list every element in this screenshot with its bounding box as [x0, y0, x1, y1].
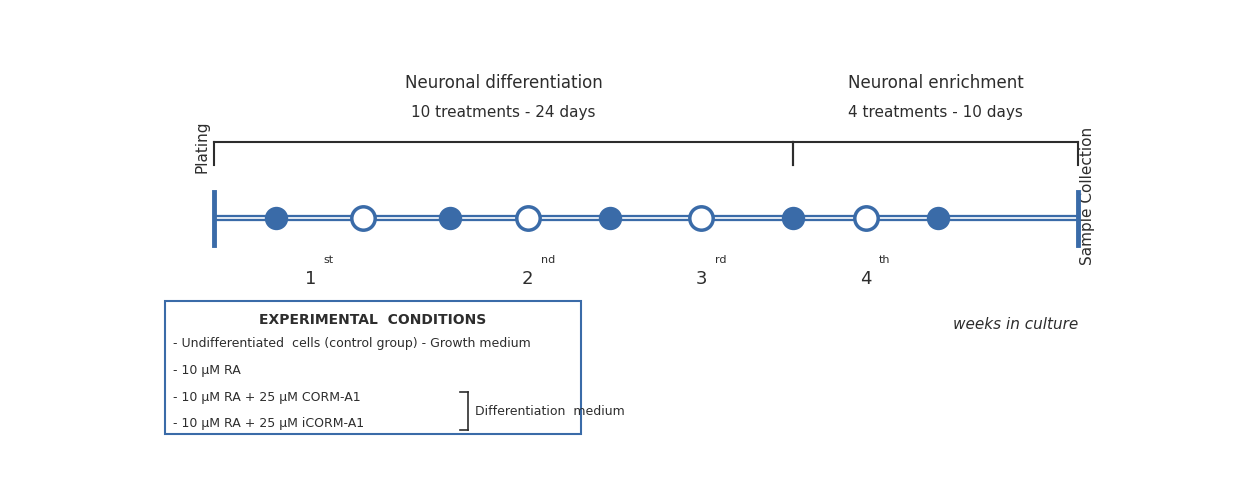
- Text: Differentiation  medium: Differentiation medium: [476, 405, 625, 418]
- Text: - Undifferentiated  cells (control group) - Growth medium: - Undifferentiated cells (control group)…: [173, 338, 531, 350]
- Point: [692, 214, 711, 222]
- Text: - 10 μM RA: - 10 μM RA: [173, 364, 240, 377]
- Point: [599, 214, 619, 222]
- Text: EXPERIMENTAL  CONDITIONS: EXPERIMENTAL CONDITIONS: [259, 313, 487, 327]
- Point: [354, 214, 374, 222]
- Text: rd: rd: [715, 255, 726, 265]
- Text: 4: 4: [860, 270, 871, 288]
- Text: nd: nd: [541, 255, 556, 265]
- Point: [928, 214, 948, 222]
- Text: st: st: [324, 255, 334, 265]
- Text: - 10 μM RA + 25 μM iCORM-A1: - 10 μM RA + 25 μM iCORM-A1: [173, 417, 364, 430]
- Text: 1: 1: [304, 270, 316, 288]
- Point: [856, 214, 876, 222]
- Text: 3: 3: [695, 270, 706, 288]
- Text: 2: 2: [522, 270, 533, 288]
- Text: 10 treatments - 24 days: 10 treatments - 24 days: [411, 104, 596, 120]
- Point: [267, 214, 287, 222]
- Point: [517, 214, 537, 222]
- Text: weeks in culture: weeks in culture: [953, 317, 1078, 332]
- Point: [784, 214, 804, 222]
- Text: th: th: [878, 255, 891, 265]
- Text: Neuronal differentiation: Neuronal differentiation: [405, 74, 602, 92]
- Text: - 10 μM RA + 25 μM CORM-A1: - 10 μM RA + 25 μM CORM-A1: [173, 391, 361, 403]
- Text: Plating: Plating: [194, 120, 209, 173]
- Text: 4 treatments - 10 days: 4 treatments - 10 days: [849, 104, 1023, 120]
- Point: [440, 214, 460, 222]
- Text: Neuronal enrichment: Neuronal enrichment: [847, 74, 1023, 92]
- Text: Sample Collection: Sample Collection: [1080, 127, 1095, 265]
- FancyBboxPatch shape: [166, 302, 581, 434]
